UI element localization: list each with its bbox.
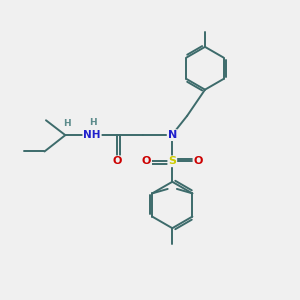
Text: N: N xyxy=(168,130,177,140)
Text: H: H xyxy=(63,119,70,128)
Text: O: O xyxy=(194,156,203,166)
Text: O: O xyxy=(112,156,122,166)
Text: NH: NH xyxy=(83,130,101,140)
Text: H: H xyxy=(89,118,96,127)
Text: S: S xyxy=(168,156,176,166)
Text: O: O xyxy=(142,156,151,166)
